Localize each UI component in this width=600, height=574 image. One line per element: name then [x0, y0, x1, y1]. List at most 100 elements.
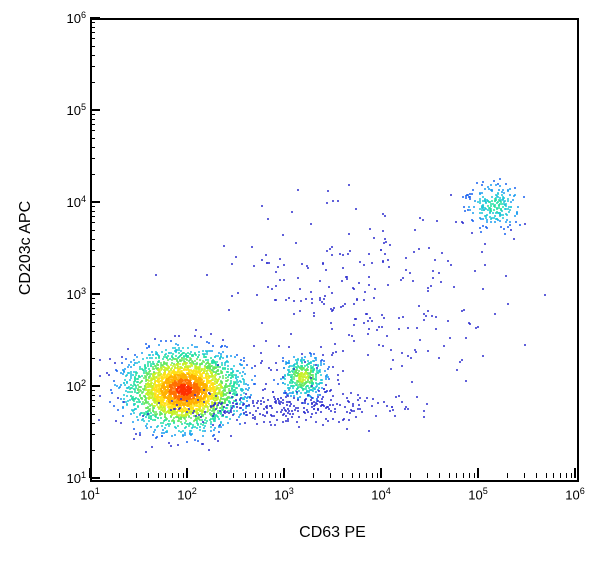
- y-tick-minor: [90, 66, 95, 67]
- x-tick-label: 101: [80, 486, 100, 502]
- y-tick-label: 106: [54, 10, 86, 26]
- x-tick-minor: [158, 473, 159, 478]
- y-tick-minor: [90, 266, 95, 267]
- x-tick-minor: [536, 473, 537, 478]
- y-tick-label: 103: [54, 286, 86, 302]
- y-tick-major: [90, 385, 100, 387]
- y-tick-minor: [90, 46, 95, 47]
- x-tick-label: 102: [177, 486, 197, 502]
- y-tick-minor: [90, 138, 95, 139]
- y-tick-major: [90, 17, 100, 19]
- y-tick-minor: [90, 124, 95, 125]
- y-tick-minor: [90, 211, 95, 212]
- y-tick-minor: [90, 32, 95, 33]
- y-tick-label: 102: [54, 378, 86, 394]
- y-tick-minor: [90, 216, 95, 217]
- x-tick-minor: [439, 473, 440, 478]
- x-tick-minor: [566, 473, 567, 478]
- x-tick-label: 103: [274, 486, 294, 502]
- x-tick-minor: [262, 473, 263, 478]
- x-tick-minor: [165, 473, 166, 478]
- y-tick-major: [90, 201, 100, 203]
- y-tick-major: [90, 477, 100, 479]
- x-tick-minor: [427, 473, 428, 478]
- x-tick-minor: [553, 473, 554, 478]
- y-tick-minor: [90, 174, 95, 175]
- x-tick-minor: [372, 473, 373, 478]
- x-tick-minor: [469, 473, 470, 478]
- x-tick-major: [186, 468, 188, 478]
- y-tick-minor: [90, 27, 95, 28]
- y-tick-minor: [90, 414, 95, 415]
- y-tick-minor: [90, 358, 95, 359]
- y-tick-minor: [90, 406, 95, 407]
- plot-area: [90, 18, 579, 482]
- y-tick-minor: [90, 390, 95, 391]
- x-tick-minor: [330, 473, 331, 478]
- x-tick-minor: [463, 473, 464, 478]
- x-tick-minor: [366, 473, 367, 478]
- x-tick-major: [380, 468, 382, 478]
- x-tick-minor: [233, 473, 234, 478]
- y-tick-minor: [90, 331, 95, 332]
- x-tick-minor: [119, 473, 120, 478]
- x-tick-minor: [560, 473, 561, 478]
- y-tick-minor: [90, 342, 95, 343]
- x-tick-minor: [546, 473, 547, 478]
- x-tick-minor: [178, 473, 179, 478]
- x-tick-minor: [172, 473, 173, 478]
- x-tick-label: 105: [468, 486, 488, 502]
- y-tick-minor: [90, 450, 95, 451]
- y-tick-minor: [90, 423, 95, 424]
- y-tick-minor: [90, 434, 95, 435]
- x-axis-label: CD63 PE: [299, 524, 366, 542]
- x-tick-minor: [313, 473, 314, 478]
- x-tick-minor: [216, 473, 217, 478]
- y-tick-label: 104: [54, 194, 86, 210]
- x-tick-minor: [449, 473, 450, 478]
- y-tick-minor: [90, 222, 95, 223]
- y-tick-minor: [90, 250, 95, 251]
- y-tick-minor: [90, 114, 95, 115]
- x-tick-minor: [148, 473, 149, 478]
- x-tick-minor: [507, 473, 508, 478]
- y-tick-minor: [90, 230, 95, 231]
- y-tick-major: [90, 293, 100, 295]
- x-tick-minor: [280, 473, 281, 478]
- y-tick-minor: [90, 158, 95, 159]
- y-tick-minor: [90, 400, 95, 401]
- y-tick-minor: [90, 322, 95, 323]
- y-tick-minor: [90, 395, 95, 396]
- x-tick-label: 104: [371, 486, 391, 502]
- y-tick-minor: [90, 303, 95, 304]
- y-tick-minor: [90, 239, 95, 240]
- x-tick-minor: [136, 473, 137, 478]
- y-tick-minor: [90, 298, 95, 299]
- y-tick-major: [90, 109, 100, 111]
- y-tick-minor: [90, 38, 95, 39]
- x-tick-minor: [342, 473, 343, 478]
- x-tick-minor: [352, 473, 353, 478]
- y-tick-minor: [90, 82, 95, 83]
- x-tick-minor: [183, 473, 184, 478]
- flow-cytometry-scatter: { "chart": { "type": "scatter-density", …: [0, 0, 600, 574]
- y-tick-minor: [90, 314, 95, 315]
- x-tick-major: [574, 468, 576, 478]
- x-tick-minor: [269, 473, 270, 478]
- y-tick-label: 105: [54, 102, 86, 118]
- x-tick-minor: [474, 473, 475, 478]
- x-tick-minor: [410, 473, 411, 478]
- y-tick-minor: [90, 308, 95, 309]
- y-tick-minor: [90, 22, 95, 23]
- x-tick-minor: [524, 473, 525, 478]
- y-tick-minor: [90, 55, 95, 56]
- x-tick-minor: [245, 473, 246, 478]
- x-tick-minor: [571, 473, 572, 478]
- x-tick-minor: [359, 473, 360, 478]
- x-tick-minor: [255, 473, 256, 478]
- y-axis-label: CD203c APC: [17, 201, 35, 295]
- x-tick-minor: [456, 473, 457, 478]
- y-tick-label: 101: [54, 470, 86, 486]
- x-tick-major: [477, 468, 479, 478]
- x-tick-label: 106: [565, 486, 585, 502]
